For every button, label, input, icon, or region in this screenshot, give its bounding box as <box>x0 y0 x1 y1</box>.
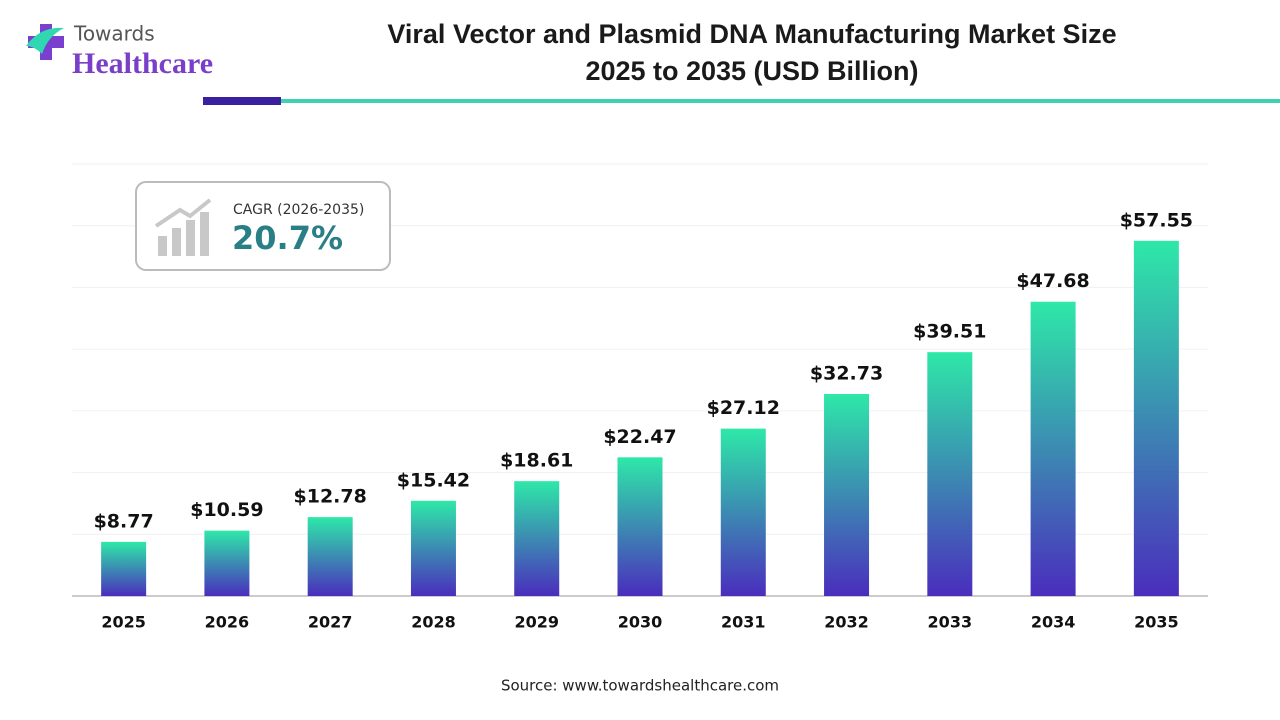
chart-title: Viral Vector and Plasmid DNA Manufacturi… <box>387 19 1116 49</box>
bar <box>101 541 147 596</box>
cagr-label: CAGR (2026-2035) <box>233 202 364 218</box>
logo-icon <box>26 24 64 60</box>
chart-title: 2025 to 2035 (USD Billion) <box>585 56 918 86</box>
divider <box>281 99 1280 103</box>
bar <box>514 481 560 596</box>
plot: $8.77 2025 $10.59 2026 $12.78 2027 $15.42 2028 $… <box>72 163 1208 632</box>
bar <box>927 352 973 596</box>
value-label: $57.55 <box>1120 209 1193 231</box>
value-label: $22.47 <box>603 426 676 448</box>
divider <box>203 97 281 105</box>
value-label: $10.59 <box>190 499 263 521</box>
x-tick-label: 2029 <box>514 613 559 632</box>
value-label: $15.42 <box>397 469 470 491</box>
bar <box>617 457 663 596</box>
x-tick-label: 2031 <box>721 613 766 632</box>
source: Source: www.towardshealthcare.com <box>501 677 779 695</box>
x-tick-label: 2025 <box>101 613 146 632</box>
bar <box>307 517 353 596</box>
bar <box>204 530 250 596</box>
bar <box>410 500 456 596</box>
bar <box>1030 301 1076 596</box>
x-tick-label: 2027 <box>308 613 353 632</box>
bar <box>1133 240 1179 596</box>
x-tick-label: 2028 <box>411 613 456 632</box>
bar <box>720 428 766 596</box>
logo-text: Towards <box>73 22 155 46</box>
value-label: $47.68 <box>1016 270 1089 292</box>
bar <box>824 394 870 596</box>
value-label: $39.51 <box>913 321 986 343</box>
value-label: $32.73 <box>810 363 883 385</box>
x-tick-label: 2035 <box>1134 613 1179 632</box>
logo-text: Healthcare <box>72 47 213 80</box>
cagr-value: 20.7% <box>232 219 343 257</box>
x-tick-label: 2032 <box>824 613 869 632</box>
x-tick-label: 2033 <box>928 613 973 632</box>
cagr-box: CAGR (2026-2035) 20.7% <box>135 181 391 271</box>
x-tick-label: 2030 <box>618 613 663 632</box>
value-label: $8.77 <box>94 510 154 532</box>
value-label: $27.12 <box>707 397 780 419</box>
value-label: $12.78 <box>294 486 367 508</box>
x-tick-label: 2034 <box>1031 613 1076 632</box>
value-label: $18.61 <box>500 450 573 472</box>
x-tick-label: 2026 <box>205 613 250 632</box>
